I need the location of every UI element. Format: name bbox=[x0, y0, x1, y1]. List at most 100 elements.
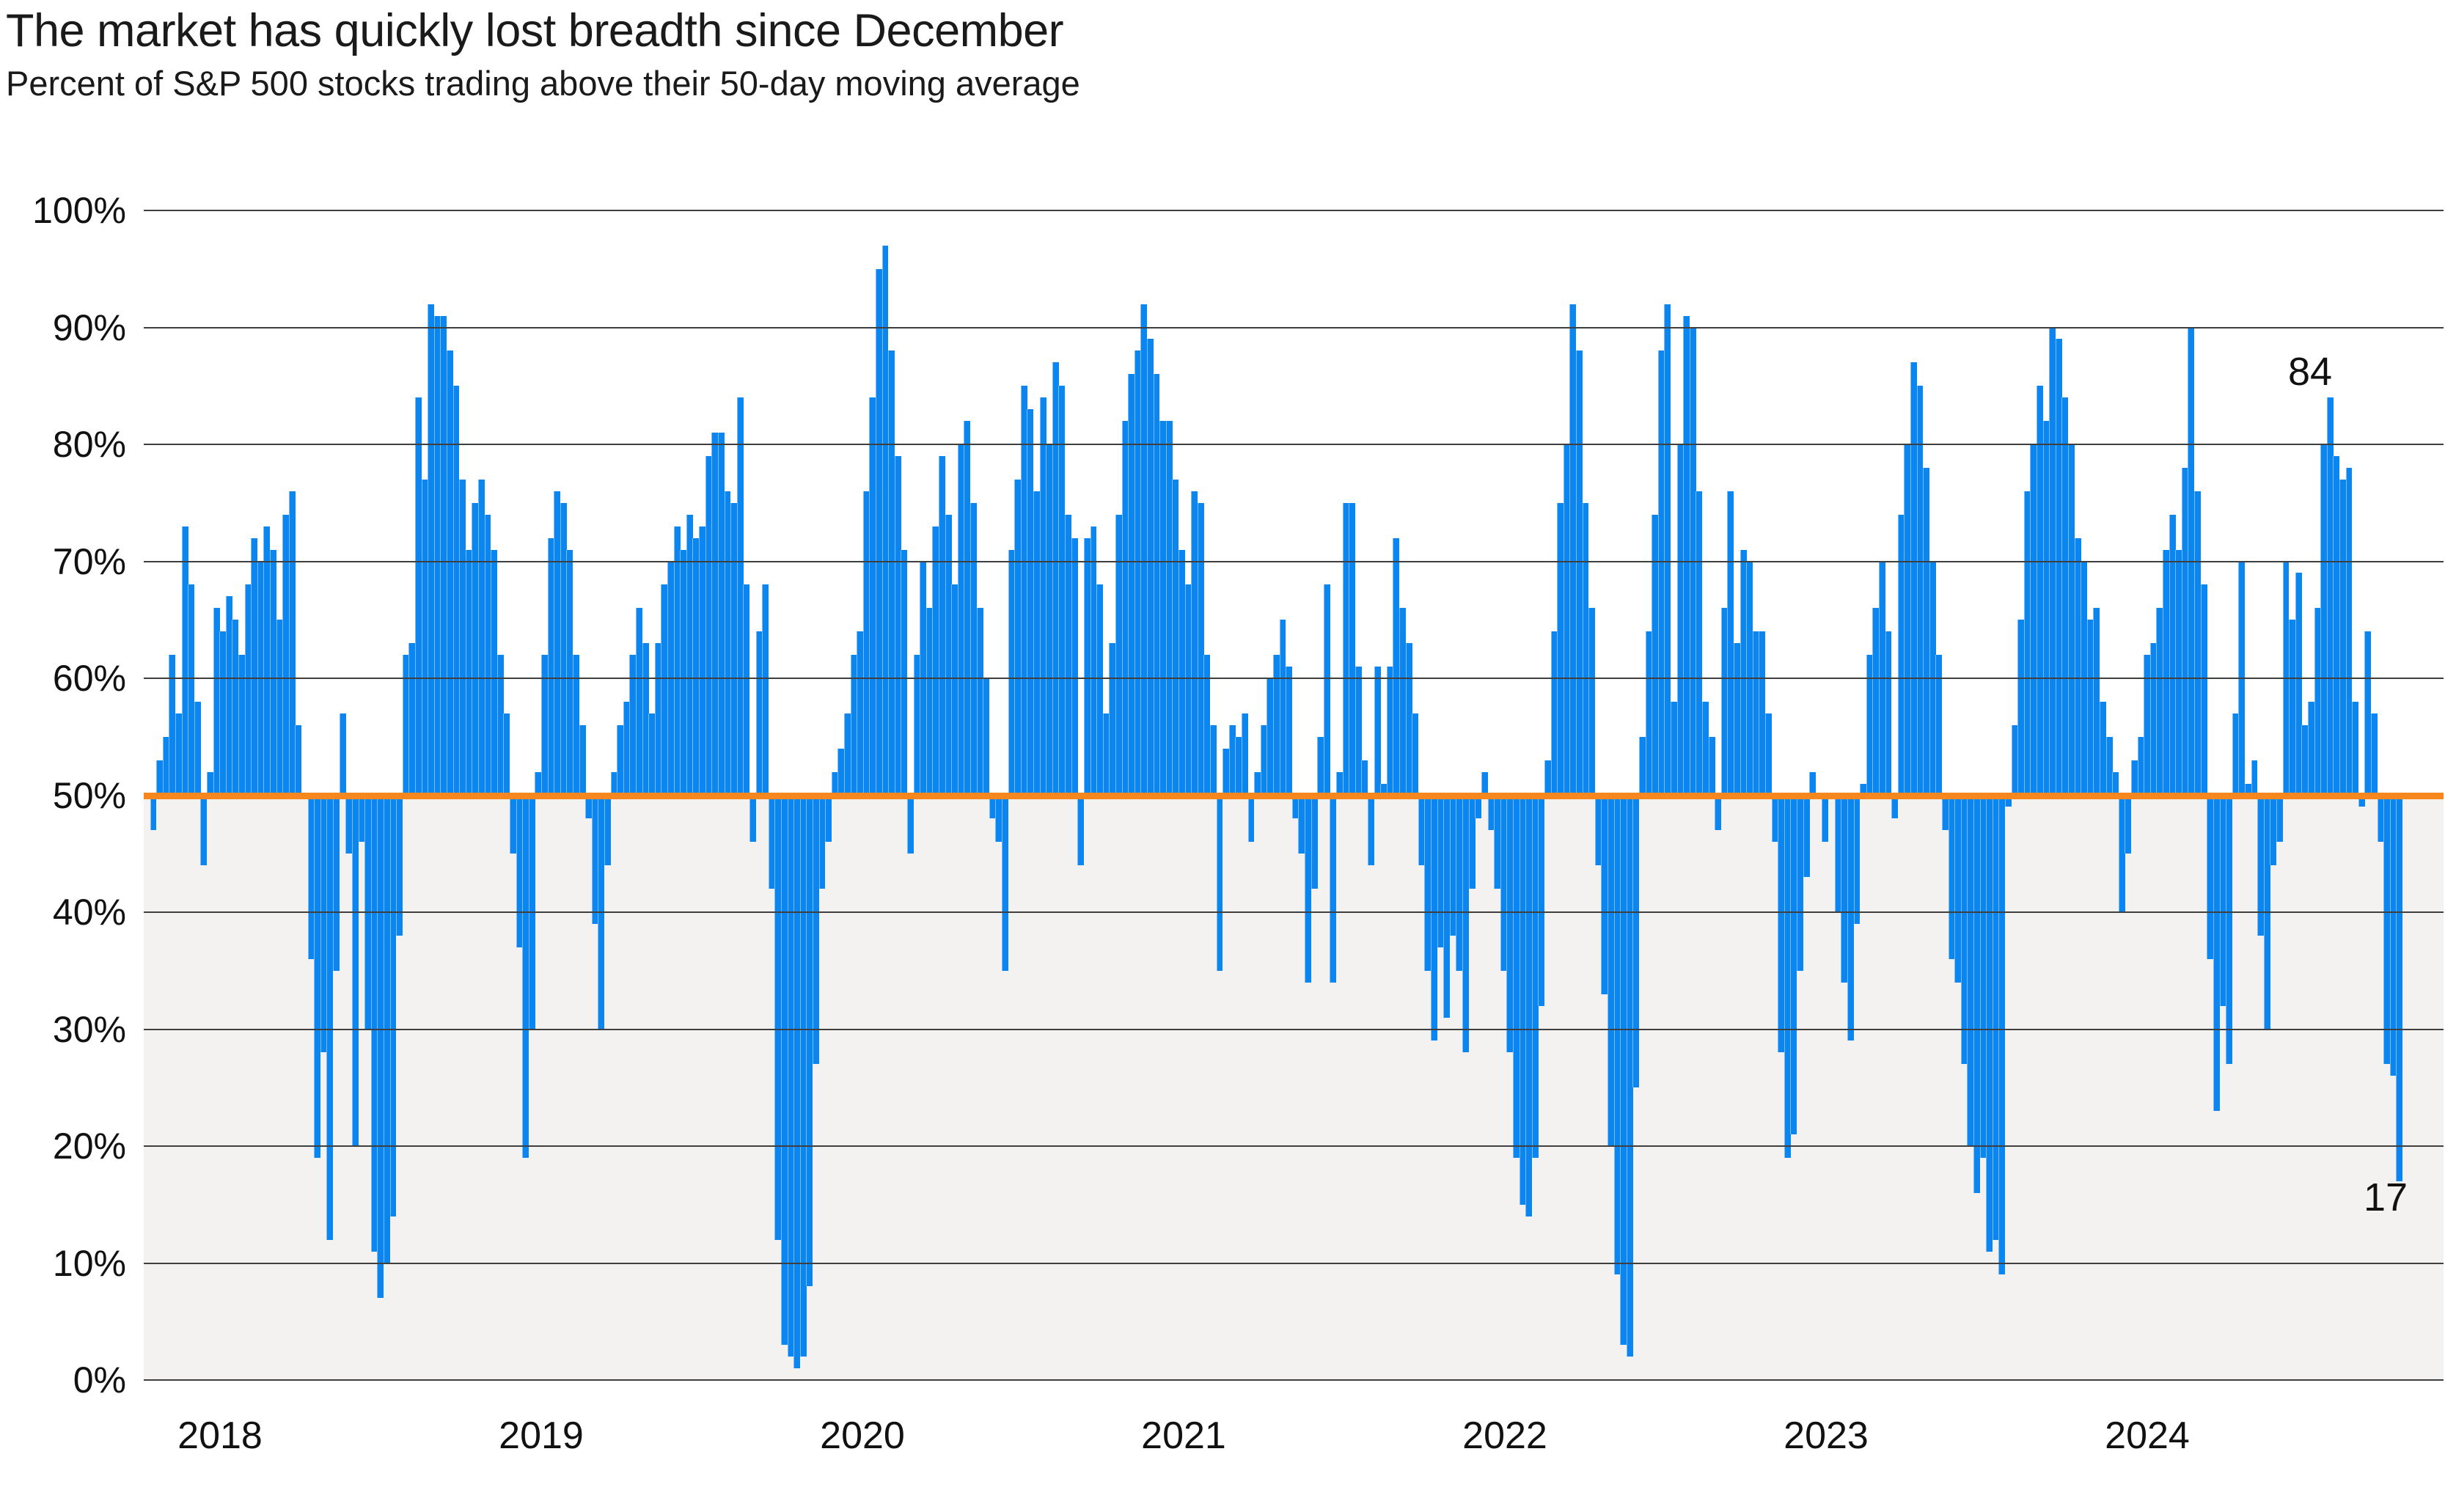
bar bbox=[1891, 795, 1899, 819]
bar bbox=[762, 584, 769, 796]
bar bbox=[1696, 491, 1703, 796]
bar bbox=[1153, 374, 1160, 796]
bar bbox=[894, 455, 901, 796]
bar bbox=[970, 502, 977, 796]
bar bbox=[2370, 713, 2378, 796]
bar bbox=[472, 502, 479, 796]
bar bbox=[1405, 643, 1412, 796]
bar bbox=[2377, 795, 2384, 843]
bar bbox=[389, 795, 397, 1216]
bar bbox=[1241, 713, 1248, 796]
bar bbox=[345, 795, 353, 854]
x-axis-year-label: 2021 bbox=[1141, 1414, 1226, 1457]
bar bbox=[1172, 479, 1179, 796]
bar bbox=[1462, 795, 1469, 1053]
bar bbox=[1613, 795, 1621, 1275]
bar bbox=[477, 479, 485, 796]
bar bbox=[780, 795, 788, 1346]
bar bbox=[1102, 713, 1110, 796]
bar bbox=[1008, 549, 1015, 796]
y-axis-tick-label: 80% bbox=[52, 424, 126, 465]
bar bbox=[2011, 724, 2018, 796]
bar bbox=[2339, 479, 2346, 796]
gridline-70pct bbox=[144, 560, 2444, 562]
bar bbox=[736, 397, 744, 796]
bar bbox=[1531, 795, 1539, 1158]
bar bbox=[2358, 795, 2365, 807]
bar bbox=[2068, 444, 2075, 796]
bar bbox=[1935, 655, 1943, 796]
bar bbox=[1525, 795, 1533, 1216]
bar bbox=[270, 549, 276, 796]
y-axis-tick-label: 60% bbox=[52, 658, 126, 699]
bar bbox=[1279, 620, 1286, 796]
bar bbox=[831, 771, 838, 796]
bar bbox=[377, 795, 384, 1299]
bar bbox=[673, 526, 681, 796]
bar bbox=[1228, 724, 1236, 796]
bar bbox=[169, 655, 176, 796]
bar bbox=[793, 795, 801, 1369]
bar bbox=[1336, 771, 1343, 796]
bar bbox=[1431, 795, 1437, 1041]
bar bbox=[951, 584, 958, 796]
bar bbox=[1797, 795, 1803, 971]
bar bbox=[1594, 795, 1602, 866]
bar bbox=[1771, 795, 1778, 843]
bar bbox=[522, 795, 529, 1158]
bar bbox=[2023, 491, 2031, 796]
bar bbox=[1657, 351, 1665, 796]
bar bbox=[857, 631, 864, 796]
y-axis-tick-label: 50% bbox=[52, 774, 126, 816]
bar bbox=[907, 795, 914, 854]
annotation-17: 17 bbox=[2363, 1175, 2408, 1219]
y-axis-tick-label: 10% bbox=[52, 1242, 126, 1284]
bar bbox=[869, 397, 876, 796]
bar bbox=[1954, 795, 1962, 983]
bar bbox=[579, 724, 586, 796]
bar bbox=[207, 771, 213, 796]
gridline-60pct bbox=[144, 678, 2444, 679]
bar bbox=[2061, 397, 2069, 796]
y-axis-tick-label: 30% bbox=[52, 1008, 126, 1050]
bar bbox=[995, 795, 1002, 843]
bar bbox=[617, 724, 624, 796]
bar bbox=[1853, 795, 1861, 924]
bar bbox=[535, 771, 542, 796]
bar bbox=[2042, 421, 2050, 796]
bar bbox=[1342, 502, 1349, 796]
bar bbox=[244, 584, 252, 796]
bar bbox=[1412, 713, 1419, 796]
bar bbox=[219, 631, 227, 796]
bar bbox=[1664, 304, 1671, 796]
bar bbox=[333, 795, 340, 971]
below-50-region bbox=[144, 795, 2444, 1380]
bar bbox=[2364, 631, 2372, 796]
bar bbox=[1872, 608, 1880, 796]
bar bbox=[1115, 514, 1122, 796]
bar bbox=[1979, 795, 1987, 1158]
bar bbox=[2333, 455, 2340, 796]
bar bbox=[901, 549, 908, 796]
bar bbox=[1191, 491, 1198, 796]
bar bbox=[1368, 795, 1374, 866]
bar bbox=[428, 304, 435, 796]
bar bbox=[1557, 502, 1564, 796]
bar bbox=[1475, 795, 1482, 819]
bar bbox=[484, 514, 491, 796]
bar bbox=[213, 608, 220, 796]
bar bbox=[1254, 771, 1261, 796]
bar bbox=[749, 795, 756, 843]
bar bbox=[2112, 771, 2119, 796]
bar bbox=[2257, 795, 2264, 936]
chart-subtitle: Percent of S&P 500 stocks trading above … bbox=[6, 64, 1080, 103]
bar bbox=[692, 537, 700, 796]
bar bbox=[1588, 608, 1596, 796]
bar bbox=[1519, 795, 1526, 1205]
bar bbox=[1638, 736, 1646, 796]
bar bbox=[680, 549, 687, 796]
bar bbox=[1071, 537, 1078, 796]
bar bbox=[610, 771, 617, 796]
bar bbox=[1046, 444, 1053, 796]
bar bbox=[503, 713, 510, 796]
